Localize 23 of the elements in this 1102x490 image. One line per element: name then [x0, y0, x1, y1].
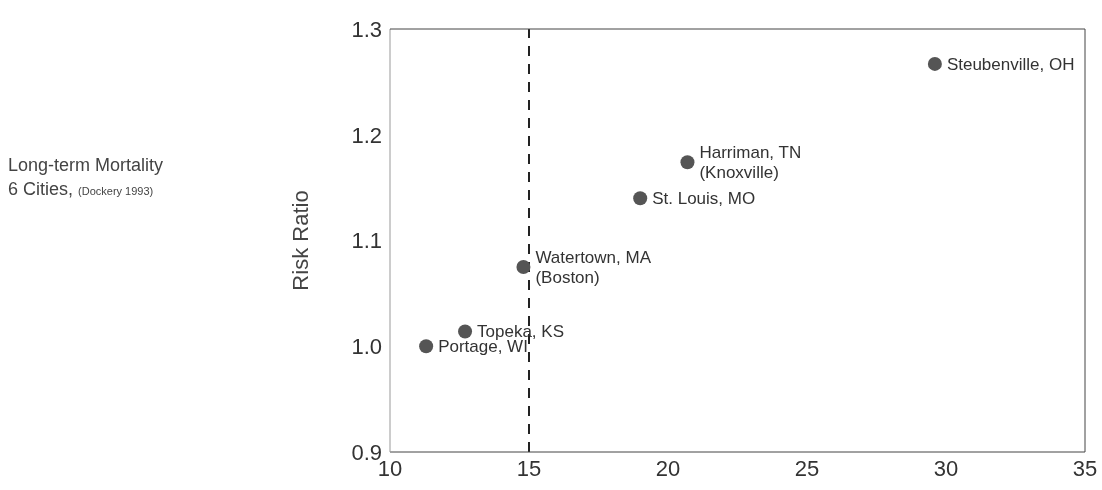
- x-tick-label: 15: [516, 455, 542, 481]
- annotation: St. Louis, MO: [652, 189, 756, 209]
- point: [927, 56, 942, 71]
- point: [680, 155, 695, 170]
- y-tick-label: 1.2: [351, 122, 382, 148]
- text: (Dockery 1993): [78, 185, 154, 197]
- y-tick-label: 1.0: [351, 334, 382, 360]
- x-tick-label: 35: [1072, 455, 1098, 481]
- point: [516, 259, 531, 274]
- x-tick-label: 25: [794, 455, 820, 481]
- y-axis-title: Risk Ratio: [287, 190, 313, 291]
- annotation: Watertown, MA (Boston): [535, 247, 652, 287]
- y-tick-label: 1.1: [351, 228, 382, 254]
- y-tick-label: 1.3: [351, 16, 382, 42]
- text: Long-term Mortality: [8, 154, 164, 177]
- point: [419, 339, 434, 354]
- text: 6 Cities,: [8, 179, 74, 199]
- annotation: Steubenville, OH: [946, 54, 1075, 74]
- annotation: Harriman, TN (Knoxville): [699, 143, 802, 183]
- point: [633, 191, 648, 206]
- point: [458, 324, 473, 339]
- x-tick-label: 30: [933, 455, 959, 481]
- x-tick-label: 20: [655, 455, 681, 481]
